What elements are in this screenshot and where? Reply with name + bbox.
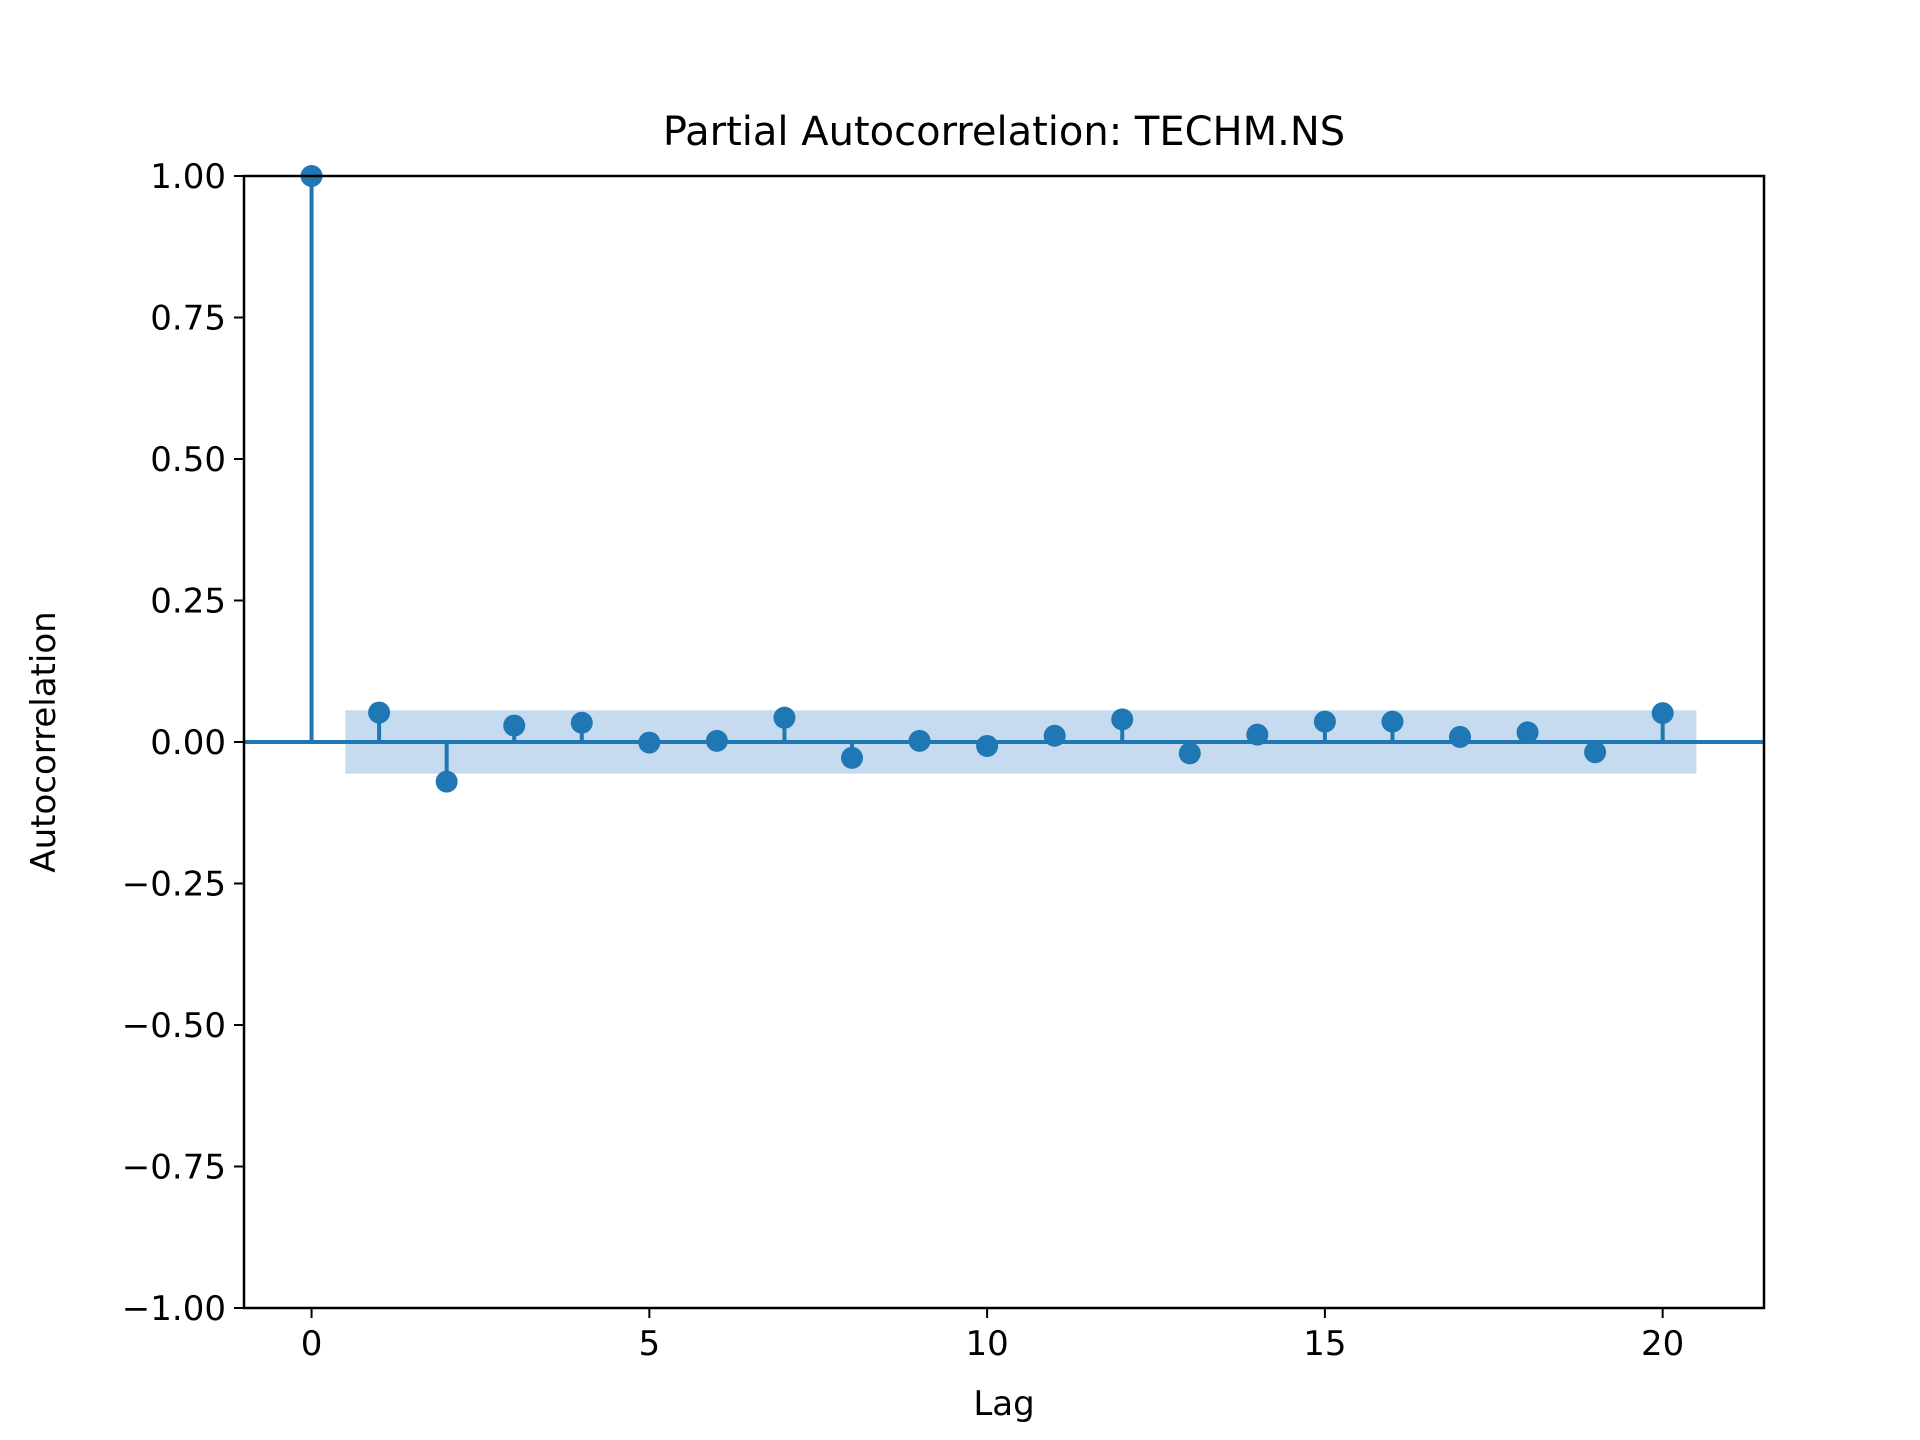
y-tick-label: 0.50 [150, 440, 226, 480]
chart-title: Partial Autocorrelation: TECHM.NS [663, 109, 1345, 155]
y-tick-label: 1.00 [150, 157, 226, 197]
data-point-lag-11 [1043, 724, 1066, 747]
data-point-lag-16 [1381, 710, 1404, 733]
data-point-lag-4 [570, 711, 593, 734]
data-point-lag-17 [1449, 725, 1471, 748]
data-point-lag-3 [503, 714, 526, 737]
data-point-lag-20 [1651, 702, 1674, 725]
y-tick-label: 0.00 [150, 723, 226, 763]
data-point-lag-2 [435, 770, 458, 793]
data-point-lag-10 [976, 734, 999, 757]
x-tick-label: 15 [1303, 1324, 1346, 1364]
y-tick-label: −0.75 [122, 1148, 226, 1188]
data-point-lag-13 [1178, 742, 1201, 765]
x-tick-label: 0 [301, 1324, 323, 1364]
x-tick-label: 20 [1641, 1324, 1684, 1364]
marker-layer [300, 165, 1674, 793]
x-axis-ticks: 0 5 10 15 20 [301, 1308, 1684, 1364]
data-point-lag-18 [1516, 721, 1539, 744]
data-point-lag-15 [1313, 710, 1336, 733]
y-tick-label: −0.50 [122, 1006, 226, 1046]
y-tick-label: 0.25 [150, 582, 226, 622]
y-axis-label: Autocorrelation [24, 611, 64, 872]
y-tick-label: −1.00 [122, 1289, 226, 1329]
data-point-lag-5 [638, 731, 661, 754]
data-point-lag-7 [773, 706, 796, 729]
data-point-lag-19 [1584, 741, 1607, 764]
data-point-lag-14 [1246, 723, 1269, 746]
x-axis-label: Lag [973, 1384, 1034, 1424]
data-point-lag-1 [368, 701, 391, 724]
y-tick-label: −0.25 [122, 865, 226, 905]
y-tick-label: 0.75 [150, 299, 226, 339]
data-point-lag-9 [908, 729, 931, 752]
data-point-lag-12 [1111, 708, 1134, 731]
x-tick-label: 10 [965, 1324, 1008, 1364]
data-point-lag-6 [705, 729, 728, 752]
y-axis-ticks: 1.00 0.75 0.50 0.25 0.00 −0.25 −0.50 −0.75 −1.00 [122, 157, 244, 1329]
x-tick-label: 5 [639, 1324, 661, 1364]
data-point-lag-8 [841, 746, 863, 769]
